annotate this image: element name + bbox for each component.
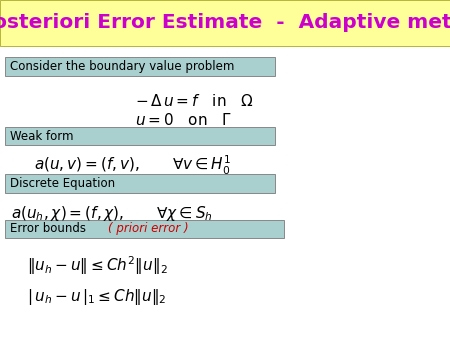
Text: A posteriori Error Estimate  -  Adaptive method: A posteriori Error Estimate - Adaptive m… <box>0 13 450 32</box>
Text: $u = 0 \quad \mathrm{on} \quad \Gamma$: $u = 0 \quad \mathrm{on} \quad \Gamma$ <box>135 112 232 128</box>
Text: $-\,\Delta\, u = f \quad \mathrm{in} \quad \Omega$: $-\,\Delta\, u = f \quad \mathrm{in} \qu… <box>135 93 254 110</box>
Text: $\| u_h - u \|\leq Ch^2 \| u \|_2$: $\| u_h - u \|\leq Ch^2 \| u \|_2$ <box>27 254 168 277</box>
Text: Discrete Equation: Discrete Equation <box>10 177 115 190</box>
Text: $|\, u_h - u\, |_1 \leq Ch \| u \|_2$: $|\, u_h - u\, |_1 \leq Ch \| u \|_2$ <box>27 287 166 308</box>
Text: $a(u,v) = (f,v), \qquad \forall v \in H_0^1$: $a(u,v) = (f,v), \qquad \forall v \in H_… <box>34 154 231 177</box>
Text: Weak form: Weak form <box>10 129 73 143</box>
Text: $a(u_h,\chi) = (f,\chi), \qquad \forall \chi \in S_h$: $a(u_h,\chi) = (f,\chi), \qquad \forall … <box>11 204 213 223</box>
Text: Error bounds: Error bounds <box>10 222 86 236</box>
Text: ( priori error ): ( priori error ) <box>108 222 189 236</box>
Text: Consider the boundary value problem: Consider the boundary value problem <box>10 60 234 73</box>
